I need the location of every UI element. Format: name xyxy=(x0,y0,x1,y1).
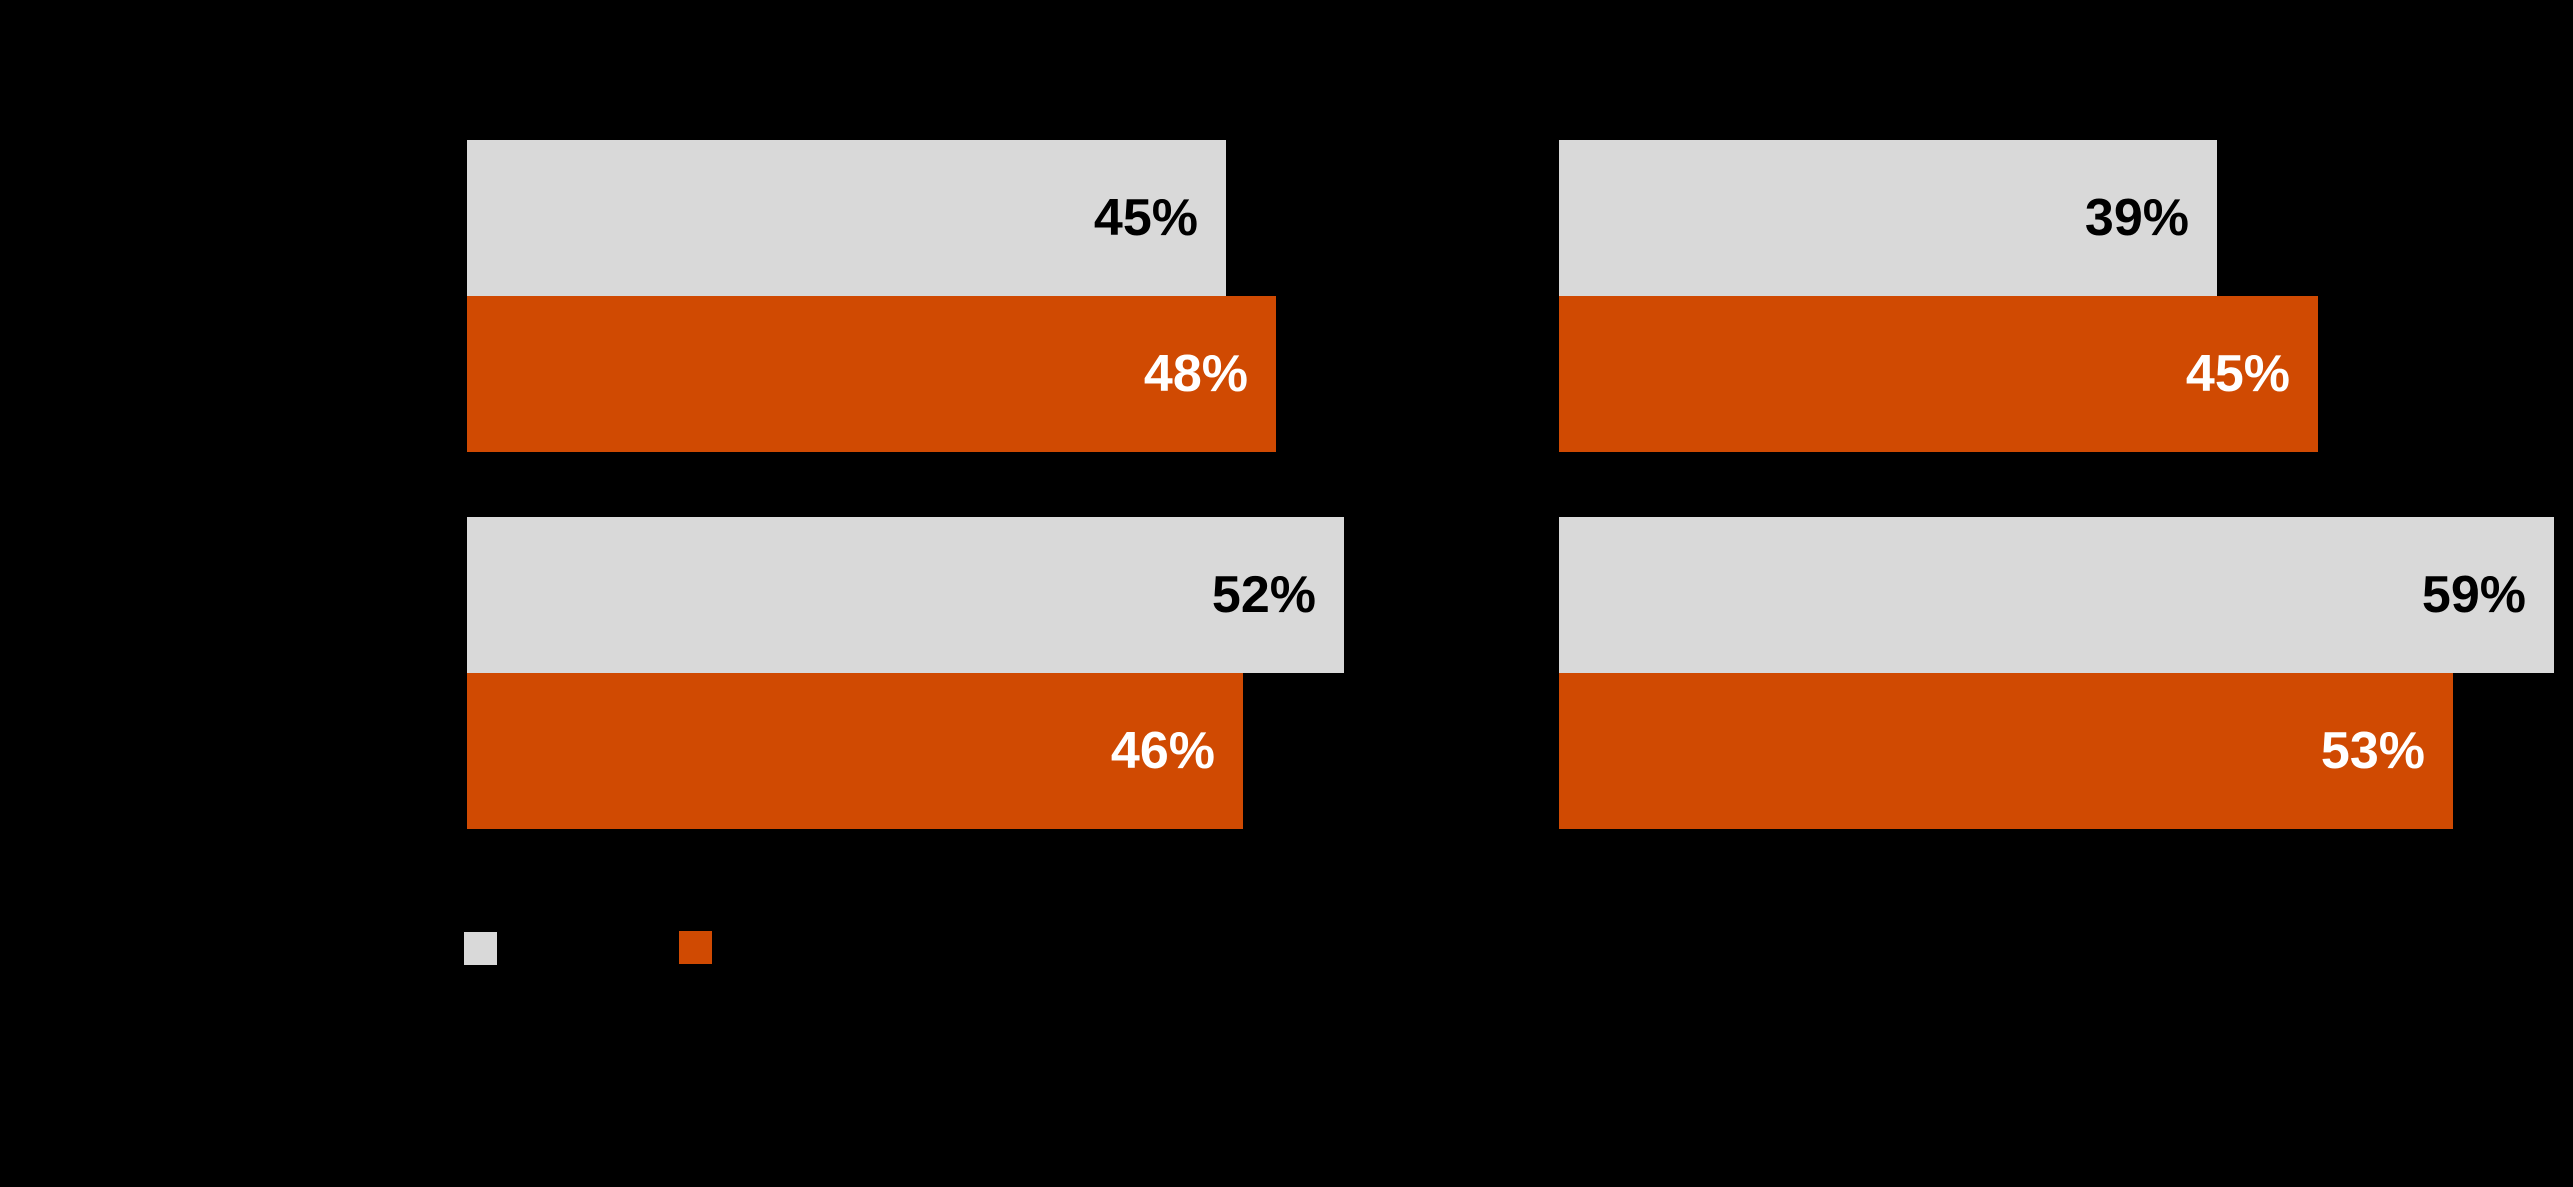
bar-gray: 59% xyxy=(1559,517,2554,673)
bar-value-label: 39% xyxy=(2084,189,2189,247)
bar-value-label: 46% xyxy=(1110,722,1215,780)
bar-value-label: 53% xyxy=(2320,722,2425,780)
bar-group-top-right: 39% 45% xyxy=(1559,140,2318,452)
bar-gray: 45% xyxy=(467,140,1226,296)
bar-gray: 39% xyxy=(1559,140,2217,296)
bar-value-label: 48% xyxy=(1143,345,1248,403)
legend-swatch-gray-icon xyxy=(464,932,497,965)
bar-orange: 46% xyxy=(467,673,1243,829)
bar-group-bottom-right: 59% 53% xyxy=(1559,517,2554,829)
bar-group-top-left: 45% 48% xyxy=(467,140,1276,452)
bar-value-label: 52% xyxy=(1211,566,1316,624)
bar-orange: 48% xyxy=(467,296,1276,452)
bar-value-label: 45% xyxy=(2185,345,2290,403)
bar-value-label: 45% xyxy=(1093,189,1198,247)
bar-orange: 45% xyxy=(1559,296,2318,452)
bar-value-label: 59% xyxy=(2421,566,2526,624)
bar-group-bottom-left: 52% 46% xyxy=(467,517,1344,829)
bar-gray: 52% xyxy=(467,517,1344,673)
bar-orange: 53% xyxy=(1559,673,2453,829)
legend-swatch-orange-icon xyxy=(679,931,712,964)
